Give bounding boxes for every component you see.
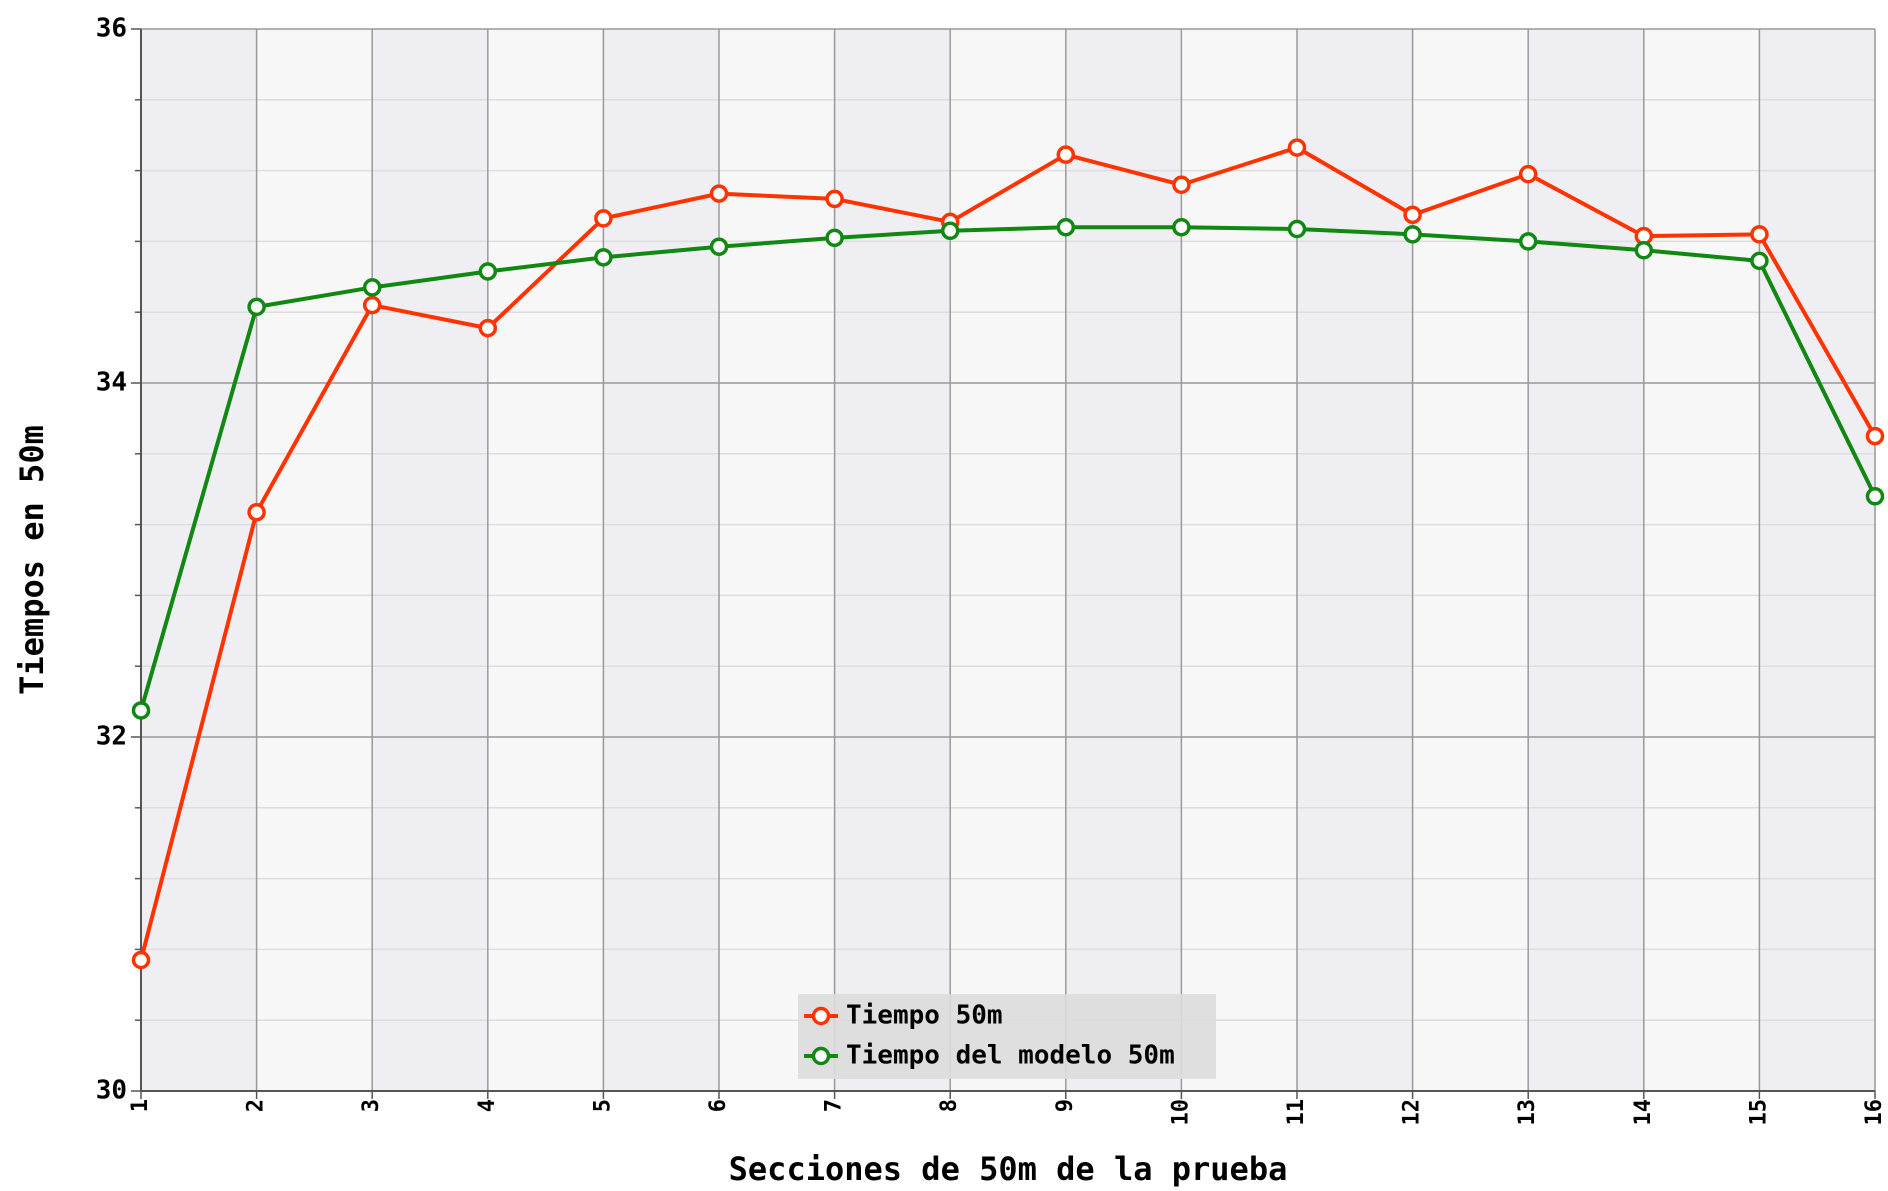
point	[362, 295, 382, 315]
y-tick-label: 32	[96, 722, 127, 752]
point	[1750, 251, 1769, 271]
y-tick-label: 34	[96, 368, 127, 398]
point	[1403, 205, 1422, 225]
legend-marker	[811, 1046, 831, 1066]
point	[825, 189, 844, 209]
point	[1172, 175, 1191, 195]
series-line	[139, 145, 1877, 961]
plot-band	[603, 29, 719, 1091]
x-tick-label: 3	[359, 1099, 384, 1112]
point	[594, 248, 613, 267]
point	[709, 237, 729, 256]
plot-band	[1181, 29, 1297, 1091]
point	[1518, 164, 1538, 184]
plot-band	[1643, 29, 1760, 1091]
point	[1287, 219, 1307, 239]
point	[247, 297, 266, 317]
plot-band	[1065, 29, 1182, 1091]
y-axis-title: Tiempos en 50m	[13, 425, 51, 695]
legend-box	[798, 994, 1216, 1079]
x-tick-label: 16	[1862, 1099, 1887, 1126]
plot-band	[141, 29, 257, 1091]
series-line	[139, 225, 1877, 712]
y-tick-label: 36	[96, 14, 127, 44]
plot-band	[1759, 29, 1875, 1091]
point	[247, 502, 266, 522]
point	[1172, 217, 1191, 237]
x-tick-label: 4	[475, 1099, 500, 1112]
legend-label: Tiempo del modelo 50m	[846, 1041, 1175, 1071]
point	[940, 221, 960, 241]
x-tick-label: 8	[937, 1099, 962, 1112]
point	[1287, 138, 1307, 157]
point	[709, 184, 729, 203]
point	[1750, 225, 1769, 244]
point	[1056, 217, 1076, 237]
x-tick-label: 13	[1515, 1099, 1540, 1126]
legend: Tiempo 50m Tiempo del modelo 50m	[798, 994, 1216, 1079]
x-tick-label: 14	[1631, 1099, 1656, 1126]
x-tick-label: 5	[590, 1099, 615, 1112]
point	[1056, 145, 1076, 164]
plot-band	[950, 29, 1066, 1091]
x-tick-label: 6	[706, 1099, 731, 1112]
x-tick-label: 2	[244, 1099, 269, 1112]
x-tick-label: 12	[1400, 1099, 1425, 1126]
point	[478, 318, 498, 338]
plot-band	[1412, 29, 1529, 1091]
point	[131, 701, 151, 720]
point	[825, 228, 844, 248]
legend-label: Tiempo 50m	[846, 1001, 1003, 1031]
plot-band	[1528, 29, 1644, 1091]
x-tick-label: 9	[1053, 1099, 1078, 1112]
plot-band	[834, 29, 951, 1091]
plot-band	[1297, 29, 1413, 1091]
plot-band	[372, 29, 488, 1091]
y-tick-label: 30	[96, 1076, 127, 1106]
point	[1865, 426, 1885, 446]
x-tick-label: 11	[1284, 1099, 1309, 1126]
point	[1518, 232, 1538, 251]
point	[131, 950, 151, 970]
x-tick-label: 10	[1168, 1099, 1193, 1126]
x-axis-title: Secciones de 50m de la prueba	[729, 1150, 1288, 1188]
x-tick-label: 7	[822, 1099, 847, 1112]
point	[362, 278, 382, 297]
point	[594, 209, 613, 228]
legend-marker	[811, 1006, 831, 1026]
plot-band	[256, 29, 373, 1091]
point	[1865, 487, 1885, 506]
plot-band	[487, 29, 604, 1091]
x-tick-label: 15	[1746, 1099, 1771, 1126]
point	[478, 262, 498, 281]
point	[1634, 241, 1654, 260]
plot-band	[719, 29, 835, 1091]
point	[1403, 225, 1422, 244]
x-tick-label: 1	[128, 1099, 153, 1112]
